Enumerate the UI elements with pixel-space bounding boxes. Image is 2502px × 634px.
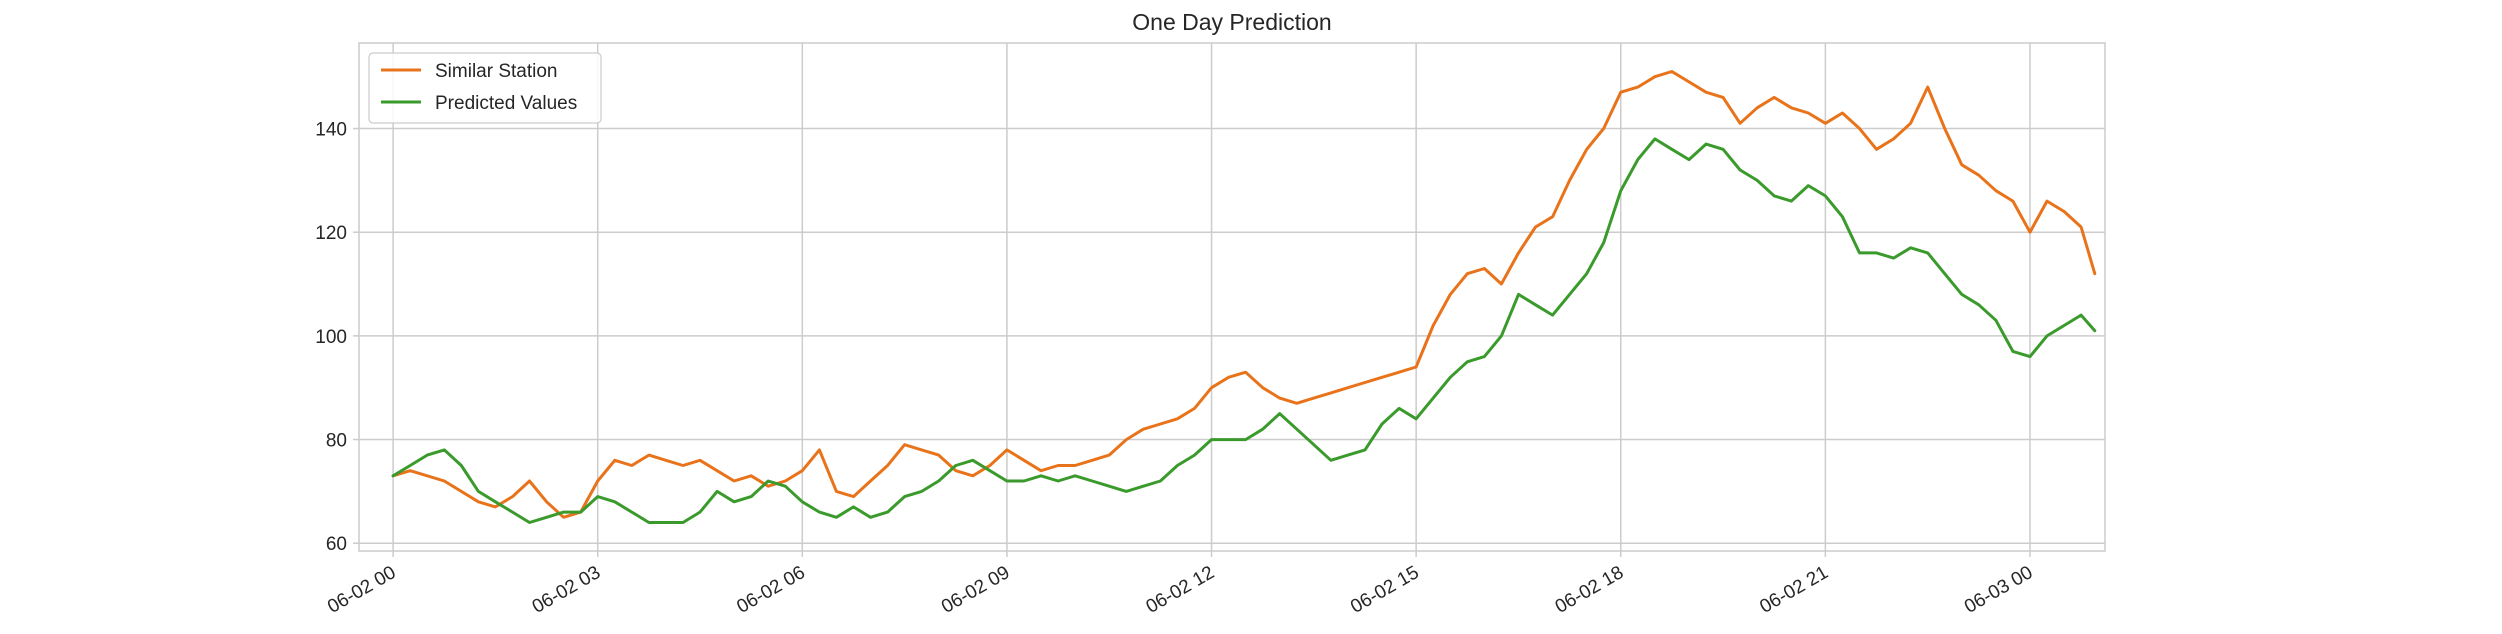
- chart-title: One Day Prediction: [1132, 9, 1331, 35]
- x-axis: 06-02 00 06-02 03 06-02 06 06-02 09 06-02 12…: [324, 551, 2036, 618]
- x-tick-label: 06-02 03: [529, 562, 604, 618]
- legend-box: [368, 52, 602, 124]
- y-axis: 60 80 100 120 140: [315, 120, 359, 555]
- series-line-predicted-values: [391, 137, 2097, 524]
- x-tick-label: 06-02 00: [324, 562, 399, 618]
- y-tick-label: 120: [315, 223, 347, 244]
- x-tick-label: 06-02 09: [938, 562, 1013, 618]
- x-tick-label: 06-02 12: [1143, 562, 1218, 618]
- y-tick-label: 60: [326, 534, 347, 555]
- x-tick-label: 06-02 06: [733, 562, 808, 618]
- legend-label-similar-station: Similar Station: [435, 61, 558, 82]
- legend-label-predicted-values: Predicted Values: [435, 93, 577, 114]
- legend: Similar Station Predicted Values: [368, 52, 602, 124]
- y-tick-label: 80: [326, 431, 347, 452]
- y-tick-label: 140: [315, 120, 347, 141]
- series-line-similar-station: [391, 70, 2097, 519]
- plot-frame: [358, 42, 2106, 552]
- x-tick-label: 06-02 18: [1552, 562, 1627, 618]
- x-tick-label: 06-03 00: [1961, 562, 2036, 618]
- grid: [359, 43, 2105, 551]
- x-tick-label: 06-02 21: [1756, 562, 1831, 618]
- x-tick-label: 06-02 15: [1347, 562, 1422, 618]
- y-tick-label: 100: [315, 327, 347, 348]
- series-layer: [391, 70, 2097, 524]
